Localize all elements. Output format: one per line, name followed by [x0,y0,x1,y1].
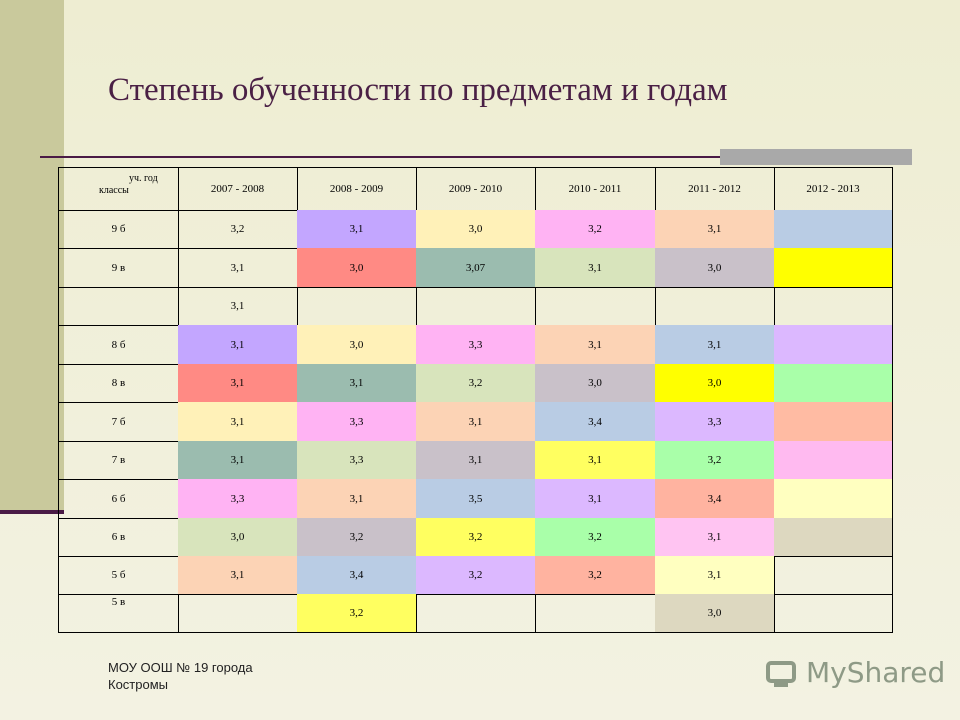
table-cell: 3,3 [416,325,536,365]
title-rule-accent [720,149,912,165]
table-cell [655,287,775,326]
row-label: 8 б [58,325,179,365]
table-cell: 3,1 [178,402,298,442]
table-cell: 3,4 [297,556,417,595]
header-cell: 2011 - 2012 [655,167,775,211]
header-cell: 2010 - 2011 [535,167,656,211]
header-cell: 2009 - 2010 [416,167,536,211]
row-label: 9 б [58,210,179,249]
table-cell: 3,1 [416,441,536,480]
table-cell: 3,0 [535,364,656,403]
table-cell: 3,0 [297,248,417,288]
table-cell: 3,1 [297,210,417,249]
table-cell: 3,2 [416,364,536,403]
row-label [58,287,179,326]
table-cell: 3,0 [297,325,417,365]
table-cell: 3,1 [535,441,656,480]
footer-line: МОУ ООШ № 19 города [108,660,253,675]
table-cell: 3,2 [535,210,656,249]
table-cell [774,441,893,480]
table-cell [774,325,893,365]
table-cell [416,287,536,326]
table-cell: 3,0 [655,594,775,633]
table-cell: 3,1 [655,325,775,365]
row-label: 8 в [58,364,179,403]
table-cell: 3,1 [416,402,536,442]
table-cell: 3,2 [535,518,656,557]
table-cell: 3,1 [178,364,298,403]
table-cell: 3,5 [416,479,536,519]
table-cell: 3,1 [178,441,298,480]
logo-text: MyShared [806,656,946,689]
table-cell: 3,2 [655,441,775,480]
table-cell: 3,3 [655,402,775,442]
table-cell: 3,2 [416,518,536,557]
table-cell [535,594,656,633]
table-cell [774,364,893,403]
row-label: 6 в [58,518,179,557]
table-cell: 3,2 [535,556,656,595]
table-cell: 3,3 [297,402,417,442]
row-label: 7 в [58,441,179,480]
table-cell: 3,1 [178,556,298,595]
table-cell [774,248,893,288]
table-cell: 3,07 [416,248,536,288]
slide-title: Степень обученности по предметам и годам [108,72,728,108]
table-cell: 3,2 [178,210,298,249]
table-cell [774,518,893,557]
table-cell [774,402,893,442]
table-cell: 3,1 [655,518,775,557]
table-cell: 3,1 [297,364,417,403]
table-cell: 3,1 [535,479,656,519]
table-cell: 3,3 [178,479,298,519]
table-cell: 3,1 [655,210,775,249]
header-cell: 2007 - 2008 [178,167,298,211]
corner-cell: уч. год классы [58,167,179,211]
table-cell: 3,1 [178,248,298,288]
table-cell [535,287,656,326]
side-stripe-line [0,510,64,514]
table-cell: 3,1 [178,325,298,365]
table-cell: 3,1 [297,479,417,519]
row-label: 5 в [58,594,179,633]
table-cell: 3,2 [297,594,417,633]
table-cell [297,287,417,326]
table-cell [178,594,298,633]
table-cell [774,556,893,595]
row-label: 6 б [58,479,179,519]
footer-line: Костромы [108,677,168,692]
side-stripe [0,0,64,512]
logo-icon [766,661,796,687]
table-cell [774,287,893,326]
table-cell [774,594,893,633]
table-cell: 3,2 [297,518,417,557]
row-label: 9 в [58,248,179,288]
table-cell: 3,3 [297,441,417,480]
table-cell: 3,1 [655,556,775,595]
table-cell: 3,2 [416,556,536,595]
table-cell: 3,4 [655,479,775,519]
table-cell: 3,0 [655,248,775,288]
table-cell: 3,0 [655,364,775,403]
header-cell: 2008 - 2009 [297,167,417,211]
corner-label: классы [99,185,129,196]
table-cell [774,210,893,249]
corner-label: уч. год [129,173,158,184]
table-cell: 3,1 [178,287,298,326]
table-cell: 3,1 [535,248,656,288]
table-cell [416,594,536,633]
table-cell: 3,0 [416,210,536,249]
table-cell: 3,4 [535,402,656,442]
row-label: 7 б [58,402,179,442]
table-cell [774,479,893,519]
row-label: 5 б [58,556,179,595]
title-rule [40,156,912,158]
table-cell: 3,1 [535,325,656,365]
table-cell: 3,0 [178,518,298,557]
header-cell: 2012 - 2013 [774,167,893,211]
